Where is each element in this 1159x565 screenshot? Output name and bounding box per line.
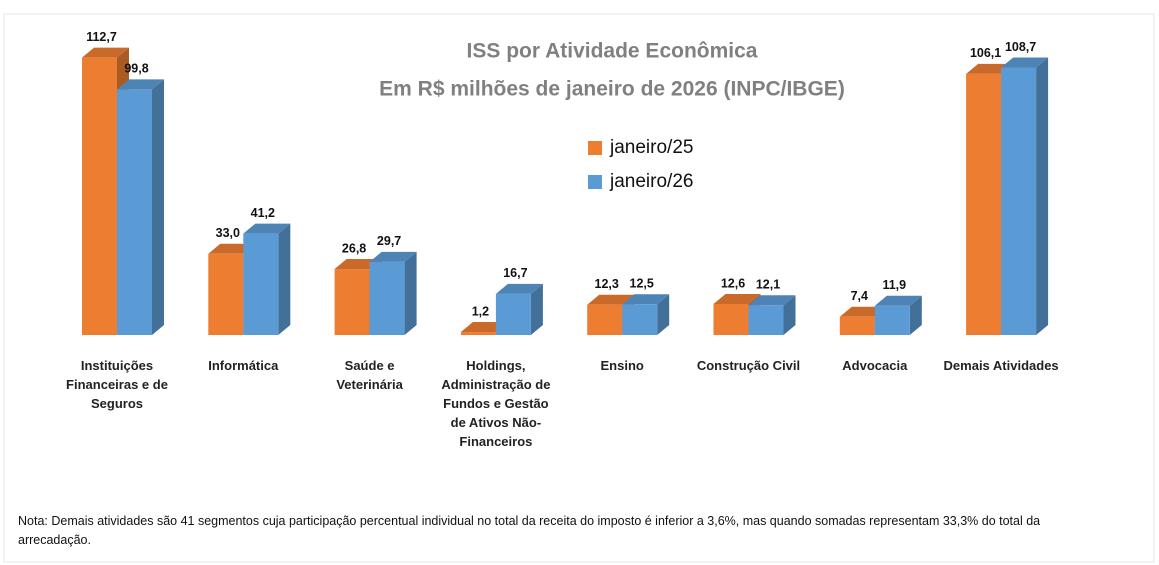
- bar-front: [334, 269, 370, 335]
- bar-front: [460, 332, 496, 335]
- bar: [1001, 57, 1049, 335]
- bar-top: [874, 295, 922, 306]
- x-tick-label: Saúde e Veterinária: [336, 358, 403, 392]
- value-label: 99,8: [124, 62, 148, 76]
- value-label: 12,3: [595, 277, 619, 291]
- bar-front: [839, 316, 875, 335]
- bar-side: [152, 79, 164, 336]
- bar-top: [369, 251, 417, 262]
- bar-top: [117, 79, 164, 90]
- bar-front: [587, 304, 623, 335]
- bar-front: [369, 261, 405, 335]
- legend-swatch: [588, 141, 602, 155]
- bar-front: [1001, 67, 1037, 335]
- value-label: 12,6: [721, 276, 745, 290]
- bar: [243, 223, 291, 335]
- bar-side: [909, 295, 922, 335]
- bar-front: [622, 304, 658, 335]
- value-label: 7,4: [851, 289, 868, 303]
- value-label: 16,7: [503, 266, 527, 280]
- bar-front: [208, 253, 244, 335]
- value-label: 1,2: [472, 304, 489, 318]
- bar-top: [495, 283, 543, 294]
- bar: [117, 79, 164, 336]
- bar-top: [587, 294, 635, 305]
- chart-title: ISS por Atividade Econômica: [467, 40, 758, 63]
- value-label: 29,7: [377, 234, 401, 248]
- bar-top: [622, 294, 670, 305]
- chart-subtitle: Em R$ milhões de janeiro de 2026 (INPC/I…: [379, 78, 845, 101]
- x-tick-label: Ensino: [600, 358, 644, 373]
- value-label: 26,8: [342, 241, 366, 255]
- value-label: 41,2: [251, 206, 275, 220]
- bar-top: [748, 295, 796, 306]
- bar-side: [404, 251, 417, 335]
- bar-front: [966, 73, 1002, 336]
- bar-front: [713, 303, 749, 335]
- x-tick-label: Construção Civil: [696, 358, 801, 373]
- x-tick-label: Advocacia: [842, 358, 908, 373]
- legend-label: janeiro/26: [609, 171, 693, 192]
- bar-top: [243, 223, 291, 234]
- value-label: 33,0: [216, 226, 240, 240]
- x-tick-label: Instituições Financeiras e de Seguros: [66, 358, 168, 411]
- legend-swatch: [588, 175, 602, 189]
- bar: [874, 295, 922, 335]
- bar: [369, 251, 417, 335]
- bar-front: [495, 293, 531, 335]
- bar-side: [530, 283, 543, 335]
- bar-top: [713, 293, 761, 304]
- bar-front: [82, 57, 117, 335]
- value-label: 12,1: [756, 278, 780, 292]
- bar-top: [1001, 57, 1049, 68]
- bar-front: [117, 89, 152, 336]
- value-label: 112,7: [86, 30, 117, 44]
- legend-label: janeiro/25: [609, 137, 693, 158]
- bar-front: [243, 233, 279, 335]
- value-label: 106,1: [970, 46, 1001, 60]
- chart-border: [3, 13, 1155, 563]
- value-label: 12,5: [630, 277, 654, 291]
- bar-side: [278, 223, 291, 335]
- x-tick-label: Demais Atividades: [943, 358, 1059, 373]
- x-tick-label: Informática: [208, 358, 279, 373]
- bar-side: [1036, 57, 1049, 335]
- bar-side: [783, 295, 796, 335]
- value-label: 11,9: [882, 278, 906, 292]
- bar: [622, 294, 670, 335]
- bar-top: [82, 47, 129, 58]
- x-tick-label: Holdings, Administração de Fundos e Gest…: [441, 358, 551, 449]
- bar-side: [657, 294, 670, 335]
- bar-front: [748, 305, 784, 335]
- value-label: 108,7: [1005, 40, 1036, 54]
- bar: [495, 283, 543, 335]
- note: Nota: Demais atividades são 41 segmentos…: [18, 514, 1041, 547]
- bar: [748, 295, 796, 335]
- bar-front: [874, 305, 910, 335]
